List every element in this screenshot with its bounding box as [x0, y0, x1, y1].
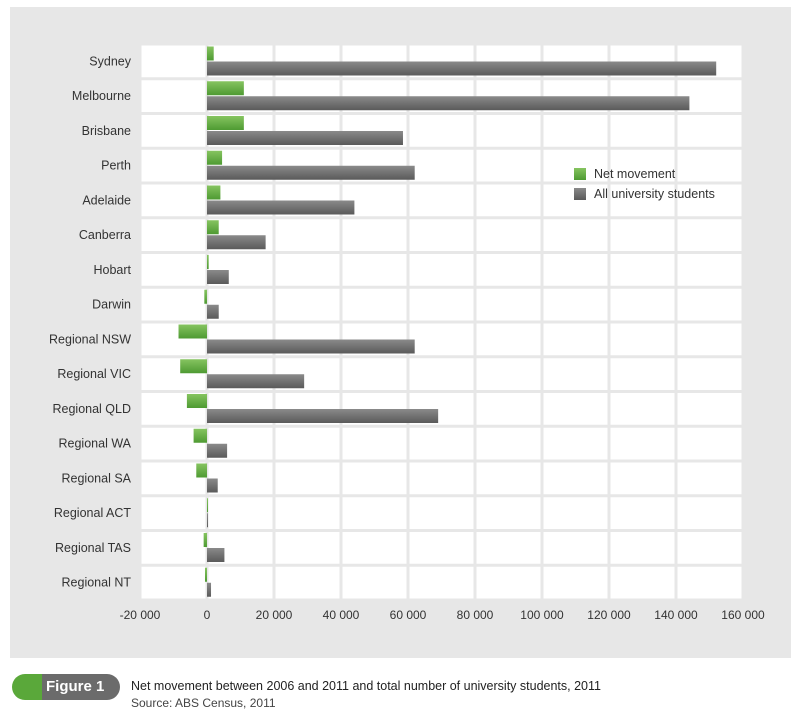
legend-label-net-movement: Net movement: [594, 167, 676, 181]
category-label: Regional QLD: [52, 402, 131, 416]
category-label: Regional NT: [62, 576, 132, 590]
bar-net-movement: [207, 498, 208, 513]
legend: Net movement All university students: [574, 167, 715, 201]
category-label: Darwin: [92, 298, 131, 312]
row-gridlines: [140, 42, 743, 602]
bar-net-movement: [203, 533, 207, 547]
bar-all-students: [207, 443, 228, 458]
x-tick-label: 120 000: [587, 608, 631, 622]
bar-net-movement: [207, 185, 221, 200]
bar-net-movement: [207, 255, 209, 269]
category-label: Sydney: [89, 54, 131, 68]
bar-all-students: [207, 478, 218, 493]
bar-all-students: [207, 96, 690, 111]
category-label: Adelaide: [82, 193, 131, 207]
bars: [178, 46, 717, 597]
category-label: Brisbane: [82, 124, 131, 138]
bar-all-students: [207, 304, 219, 319]
bar-all-students: [207, 582, 212, 597]
category-label: Regional VIC: [57, 367, 131, 381]
bar-net-movement: [178, 324, 207, 339]
bar-all-students: [207, 200, 355, 215]
bar-net-movement: [193, 428, 207, 443]
x-tick-label: 100 000: [520, 608, 564, 622]
x-tick-label: 140 000: [654, 608, 698, 622]
x-tick-label: 0: [204, 608, 211, 622]
category-label: Melbourne: [72, 89, 131, 103]
caption-source: Source: ABS Census, 2011: [131, 696, 276, 710]
x-tick-label: 60 000: [390, 608, 427, 622]
bar-net-movement: [207, 150, 223, 165]
bar-net-movement: [207, 46, 214, 61]
bar-net-movement: [180, 359, 207, 374]
figure-badge: Figure 1: [12, 674, 120, 700]
bar-net-movement: [204, 289, 207, 304]
category-label: Regional TAS: [55, 541, 131, 555]
legend-label-all-students: All university students: [594, 187, 715, 201]
category-label: Hobart: [93, 263, 131, 277]
bar-net-movement: [204, 567, 207, 582]
bar-all-students: [207, 235, 266, 250]
x-tick-label: 80 000: [457, 608, 494, 622]
bar-all-students: [207, 165, 415, 180]
bar-net-movement: [186, 394, 207, 408]
category-label: Regional WA: [59, 437, 132, 451]
bar-all-students: [207, 61, 717, 76]
bar-net-movement: [207, 116, 244, 130]
legend-swatch-net-movement: [574, 168, 586, 180]
bar-all-students: [207, 270, 229, 284]
bar-all-students: [207, 339, 415, 354]
x-tick-labels: -20 000 0 20 000 40 000 60 000 80 000 100 000 1…: [120, 608, 765, 622]
bar-all-students: [207, 409, 439, 423]
bar-net-movement: [196, 463, 207, 478]
category-label: Regional ACT: [54, 506, 131, 520]
category-label: Canberra: [79, 228, 131, 242]
figure-caption: Figure 1 Net movement between 2006 and 2…: [10, 672, 791, 712]
bar-all-students: [207, 131, 403, 145]
x-tick-label: 40 000: [323, 608, 360, 622]
x-tick-label: -20 000: [120, 608, 161, 622]
chart-panel: Sydney Melbourne Brisbane Perth Adelaide Canb…: [10, 7, 791, 658]
bar-net-movement: [207, 220, 219, 235]
bar-all-students: [207, 374, 305, 389]
caption-title: Net movement between 2006 and 2011 and t…: [131, 679, 601, 693]
x-tick-label: 20 000: [256, 608, 293, 622]
figure-label: Figure 1: [46, 678, 105, 695]
category-label: Regional NSW: [49, 332, 131, 346]
bar-all-students: [207, 513, 208, 528]
x-tick-label: 160 000: [721, 608, 765, 622]
bar-chart: Sydney Melbourne Brisbane Perth Adelaide Canb…: [49, 42, 765, 622]
category-label: Perth: [101, 159, 131, 173]
legend-swatch-all-students: [574, 188, 586, 200]
category-labels: Sydney Melbourne Brisbane Perth Adelaide Canb…: [49, 54, 132, 589]
category-label: Regional SA: [62, 471, 132, 485]
bar-all-students: [207, 548, 225, 562]
bar-net-movement: [207, 81, 244, 96]
